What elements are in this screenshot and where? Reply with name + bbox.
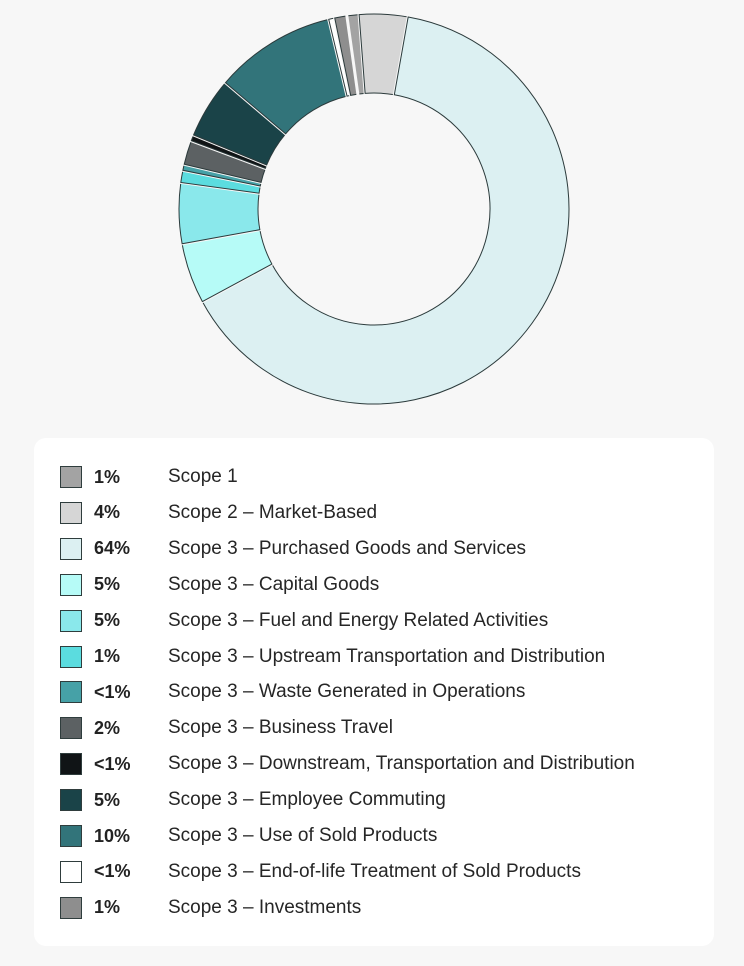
- legend-card: 1% Scope 1 4% Scope 2 – Market-Based 64% Scop…: [34, 438, 714, 946]
- legend-swatch: [60, 537, 82, 560]
- legend-percent: <1%: [94, 681, 131, 702]
- legend-percent: <1%: [94, 753, 131, 774]
- legend-label: Scope 3 – Waste Generated in Operations: [168, 681, 526, 703]
- legend-item[interactable]: 5% Scope 3 – Capital Goods: [60, 573, 700, 597]
- donut-slice-2[interactable]: [201, 16, 570, 405]
- legend-percent: 5%: [94, 610, 121, 631]
- legend-swatch: [60, 896, 82, 919]
- donut-chart: [0, 0, 744, 420]
- legend-swatch: [60, 645, 82, 668]
- legend-item[interactable]: 5% Scope 3 – Employee Commuting: [60, 788, 700, 812]
- legend-item[interactable]: 64% Scope 3 – Purchased Goods and Service…: [60, 537, 700, 561]
- legend-item[interactable]: 5% Scope 3 – Fuel and Energy Related Acti…: [60, 609, 700, 633]
- legend-item[interactable]: 1% Scope 1: [60, 465, 700, 489]
- legend-item[interactable]: 1% Scope 3 – Investments: [60, 896, 700, 920]
- legend-label: Scope 1: [168, 466, 238, 487]
- donut-svg: [178, 12, 570, 405]
- legend-percent: 1%: [94, 897, 121, 918]
- legend-percent: 1%: [94, 646, 121, 666]
- legend-swatch: [60, 789, 82, 812]
- legend-label: Scope 3 – Purchased Goods and Services: [168, 537, 527, 559]
- legend-item[interactable]: 10% Scope 3 – Use of Sold Products: [60, 824, 700, 848]
- legend-label: Scope 2 – Market-Based: [168, 501, 378, 523]
- legend-percent: 64%: [94, 538, 131, 559]
- legend-label: Scope 3 – Use of Sold Products: [168, 825, 438, 846]
- legend-label: Scope 3 – Fuel and Energy Related Activi…: [168, 609, 549, 631]
- legend-label: Scope 3 – Employee Commuting: [168, 789, 446, 811]
- legend-percent: 4%: [94, 502, 121, 523]
- legend-label: Scope 3 – Business Travel: [168, 717, 393, 739]
- legend-item[interactable]: <1% Scope 3 – End-of-life Treatment of So…: [60, 860, 700, 884]
- legend-item[interactable]: 1% Scope 3 – Upstream Transportation and …: [60, 645, 700, 669]
- legend-swatch: [60, 501, 82, 524]
- legend-label: Scope 3 – End-of-life Treatment of Sold …: [168, 860, 581, 882]
- legend-label: Scope 3 – Downstream, Transportation and…: [168, 753, 635, 775]
- legend-swatch: [60, 825, 82, 847]
- legend-percent: 5%: [94, 789, 121, 810]
- legend-percent: 2%: [94, 717, 121, 738]
- legend-item[interactable]: <1% Scope 3 – Downstream, Transportation …: [60, 752, 700, 776]
- legend-swatch: [60, 753, 82, 776]
- legend-percent: <1%: [94, 861, 131, 882]
- legend-swatch: [60, 681, 82, 704]
- legend-swatch: [60, 609, 82, 632]
- legend-label: Scope 3 – Capital Goods: [168, 573, 380, 595]
- legend-item[interactable]: <1% Scope 3 – Waste Generated in Operatio…: [60, 680, 700, 704]
- legend-swatch: [60, 573, 82, 596]
- legend-label: Scope 3 – Investments: [168, 896, 362, 918]
- legend-swatch: [60, 860, 82, 883]
- legend-label: Scope 3 – Upstream Transportation and Di…: [168, 645, 606, 667]
- legend-item[interactable]: 2% Scope 3 – Business Travel: [60, 716, 700, 740]
- legend-percent: 5%: [94, 574, 121, 595]
- slice-gap: [345, 13, 360, 97]
- legend-swatch: [60, 466, 82, 488]
- legend-item[interactable]: 4% Scope 2 – Market-Based: [60, 501, 700, 525]
- legend-swatch: [60, 717, 82, 740]
- legend-percent: 10%: [94, 825, 131, 846]
- legend-percent: 1%: [94, 466, 121, 487]
